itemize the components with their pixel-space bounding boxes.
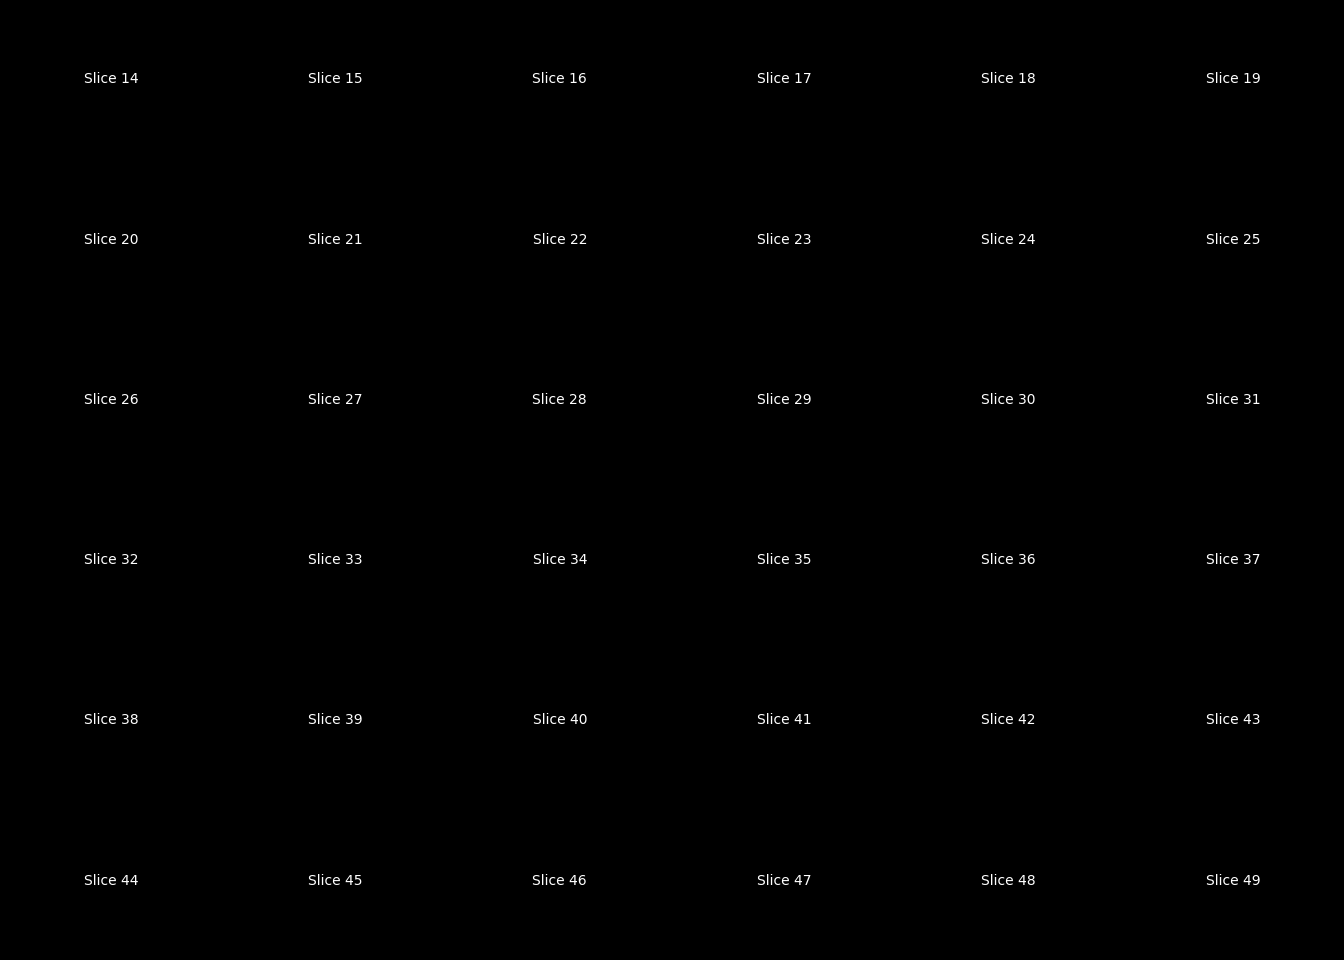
- Text: Slice 17: Slice 17: [757, 72, 812, 86]
- Text: Slice 43: Slice 43: [1206, 713, 1261, 728]
- Text: Slice 44: Slice 44: [83, 874, 138, 888]
- Text: Slice 15: Slice 15: [308, 72, 363, 86]
- Text: Slice 46: Slice 46: [532, 874, 587, 888]
- Text: Slice 14: Slice 14: [83, 72, 138, 86]
- Text: Slice 29: Slice 29: [757, 393, 812, 407]
- Text: Slice 19: Slice 19: [1206, 72, 1261, 86]
- Text: Slice 40: Slice 40: [532, 713, 587, 728]
- Text: Slice 16: Slice 16: [532, 72, 587, 86]
- Text: Slice 45: Slice 45: [308, 874, 363, 888]
- Text: Slice 42: Slice 42: [981, 713, 1036, 728]
- Text: Slice 20: Slice 20: [83, 232, 138, 247]
- Text: Slice 23: Slice 23: [757, 232, 812, 247]
- Text: Slice 33: Slice 33: [308, 553, 363, 567]
- Text: Slice 28: Slice 28: [532, 393, 587, 407]
- Text: Slice 35: Slice 35: [757, 553, 812, 567]
- Text: Slice 37: Slice 37: [1206, 553, 1261, 567]
- Text: Slice 21: Slice 21: [308, 232, 363, 247]
- Text: Slice 49: Slice 49: [1206, 874, 1261, 888]
- Text: Slice 31: Slice 31: [1206, 393, 1261, 407]
- Text: Slice 47: Slice 47: [757, 874, 812, 888]
- Text: Slice 22: Slice 22: [532, 232, 587, 247]
- Text: Slice 32: Slice 32: [83, 553, 138, 567]
- Text: Slice 34: Slice 34: [532, 553, 587, 567]
- Text: Slice 24: Slice 24: [981, 232, 1036, 247]
- Text: Slice 18: Slice 18: [981, 72, 1036, 86]
- Text: Slice 36: Slice 36: [981, 553, 1036, 567]
- Text: Slice 48: Slice 48: [981, 874, 1036, 888]
- Text: Slice 39: Slice 39: [308, 713, 363, 728]
- Text: Slice 25: Slice 25: [1206, 232, 1261, 247]
- Text: Slice 30: Slice 30: [981, 393, 1036, 407]
- Text: Slice 41: Slice 41: [757, 713, 812, 728]
- Text: Slice 38: Slice 38: [83, 713, 138, 728]
- Text: Slice 26: Slice 26: [83, 393, 138, 407]
- Text: Slice 27: Slice 27: [308, 393, 363, 407]
